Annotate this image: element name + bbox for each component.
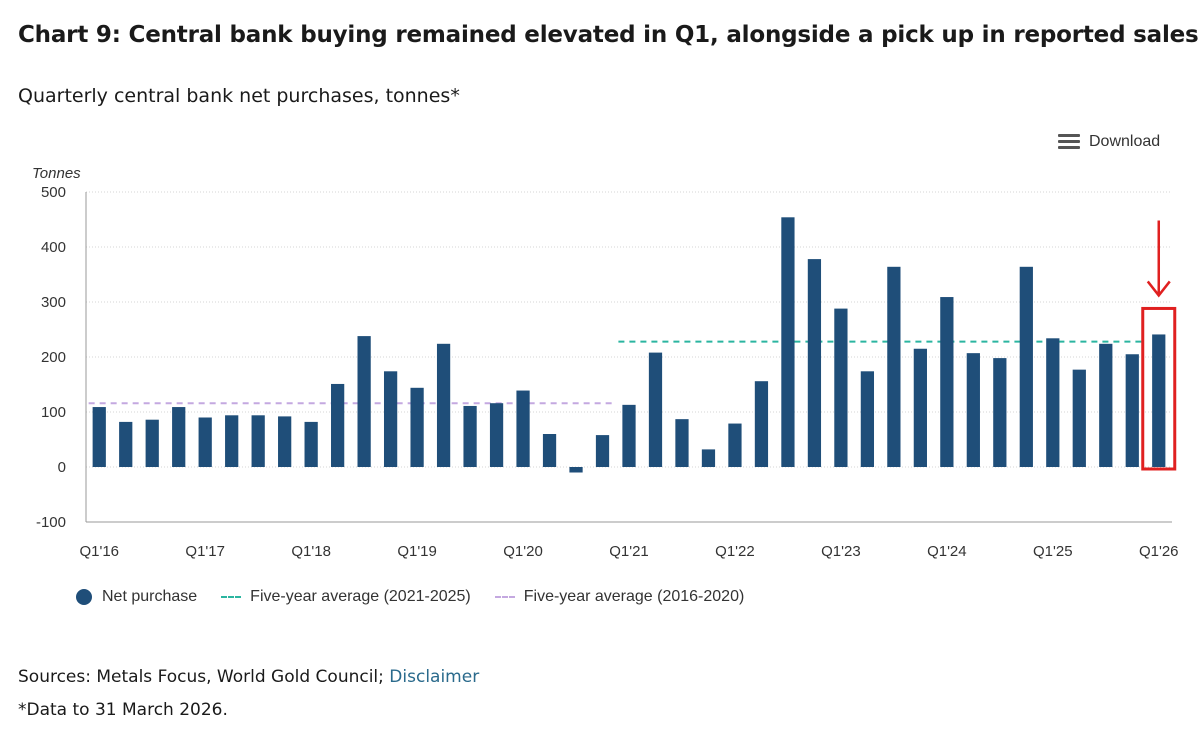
bar [489,403,504,467]
x-tick-label: Q1'19 [397,543,437,560]
bar [675,419,689,467]
bar [622,404,636,467]
bar [145,419,159,467]
x-tick-label: Q1'24 [927,543,967,560]
bar [754,381,769,467]
hamburger-menu-icon [1058,131,1080,152]
y-tick-label: 300 [41,294,66,311]
bar [410,387,424,467]
bar [436,343,451,467]
bar [966,353,980,467]
y-tick-labels: -100 0 100 200 300 400 500 [36,184,66,531]
x-tick-label: Q1'26 [1139,543,1179,560]
bar [463,405,477,467]
bar [331,383,345,467]
legend-item-net-purchase[interactable]: Net purchase [76,588,197,606]
bar [834,308,848,467]
highlight-annotation [1141,220,1177,471]
legend-item-avg-2016-2020[interactable]: Five-year average (2016-2020) [494,588,745,606]
y-tick-label: 100 [41,404,66,421]
x-tick-label: Q1'23 [821,543,861,560]
x-tick-label: Q1'16 [79,543,119,560]
y-tick-label: -100 [36,514,66,531]
footnote: *Data to 31 March 2026. [18,700,228,720]
x-tick-label: Q1'20 [503,543,543,560]
bar [172,407,186,467]
bar [278,416,292,467]
reference-lines [88,340,1143,405]
download-button[interactable]: Download [1058,131,1160,152]
x-tick-labels: Q1'16 Q1'17 Q1'18 Q1'19 Q1'20 Q1'21 Q1'22 Q1'23… [79,543,1178,560]
x-tick-label: Q1'25 [1033,543,1073,560]
y-axis-label: Tonnes [32,165,81,182]
legend: Net purchase Five-year average (2021-202… [76,588,768,606]
bar-series [92,217,1166,473]
legend-label-net-purchase: Net purchase [102,588,198,605]
bar [516,390,530,467]
y-tick-label: 500 [41,184,66,201]
bar [648,352,663,467]
sources-text: Sources: Metals Focus, World Gold Counci… [18,667,384,687]
bar [728,423,742,467]
arrow-head-icon [1146,280,1171,298]
x-tick-label: Q1'17 [185,543,225,560]
bar [781,217,795,467]
bar [1125,354,1139,467]
legend-dash-icon [494,596,515,598]
bar [1019,266,1033,467]
bar [251,415,265,467]
bar [225,415,239,467]
bar [913,348,927,467]
chart-subtitle: Quarterly central bank net purchases, to… [18,85,460,107]
bar [701,449,716,467]
bar [119,421,133,467]
highlight-box [1141,306,1177,471]
bar [383,371,398,467]
y-tick-label: 200 [41,349,66,366]
y-tick-label: 0 [58,459,66,476]
bar [887,266,901,467]
legend-item-avg-2021-2025[interactable]: Five-year average (2021-2025) [221,588,471,606]
bar [1046,338,1060,467]
gridlines [85,191,1172,523]
x-tick-label: Q1'18 [291,543,331,560]
bar [357,336,371,467]
legend-dash-icon [221,596,242,598]
y-tick-label: 400 [41,239,66,256]
bar [92,407,106,467]
disclaimer-link[interactable]: Disclaimer [389,667,480,687]
bar [569,467,583,473]
bar [595,435,610,467]
legend-label-avg-2021-2025: Five-year average (2021-2025) [250,588,471,605]
download-label: Download [1089,132,1161,150]
bar [542,434,557,467]
bar [198,417,212,467]
x-tick-label: Q1'22 [715,543,755,560]
bar [304,421,318,467]
bar [1072,369,1086,467]
bar [1099,343,1113,467]
legend-dot-icon [76,589,92,605]
bar [1152,334,1166,467]
bar [993,358,1007,467]
sources-note: Sources: Metals Focus, World Gold Counci… [18,667,479,687]
bar [940,297,954,467]
bar [860,371,875,467]
chart-title: Chart 9: Central bank buying remained el… [18,22,1199,48]
bar [807,259,822,467]
x-tick-label: Q1'21 [609,543,649,560]
legend-label-avg-2016-2020: Five-year average (2016-2020) [523,588,745,605]
